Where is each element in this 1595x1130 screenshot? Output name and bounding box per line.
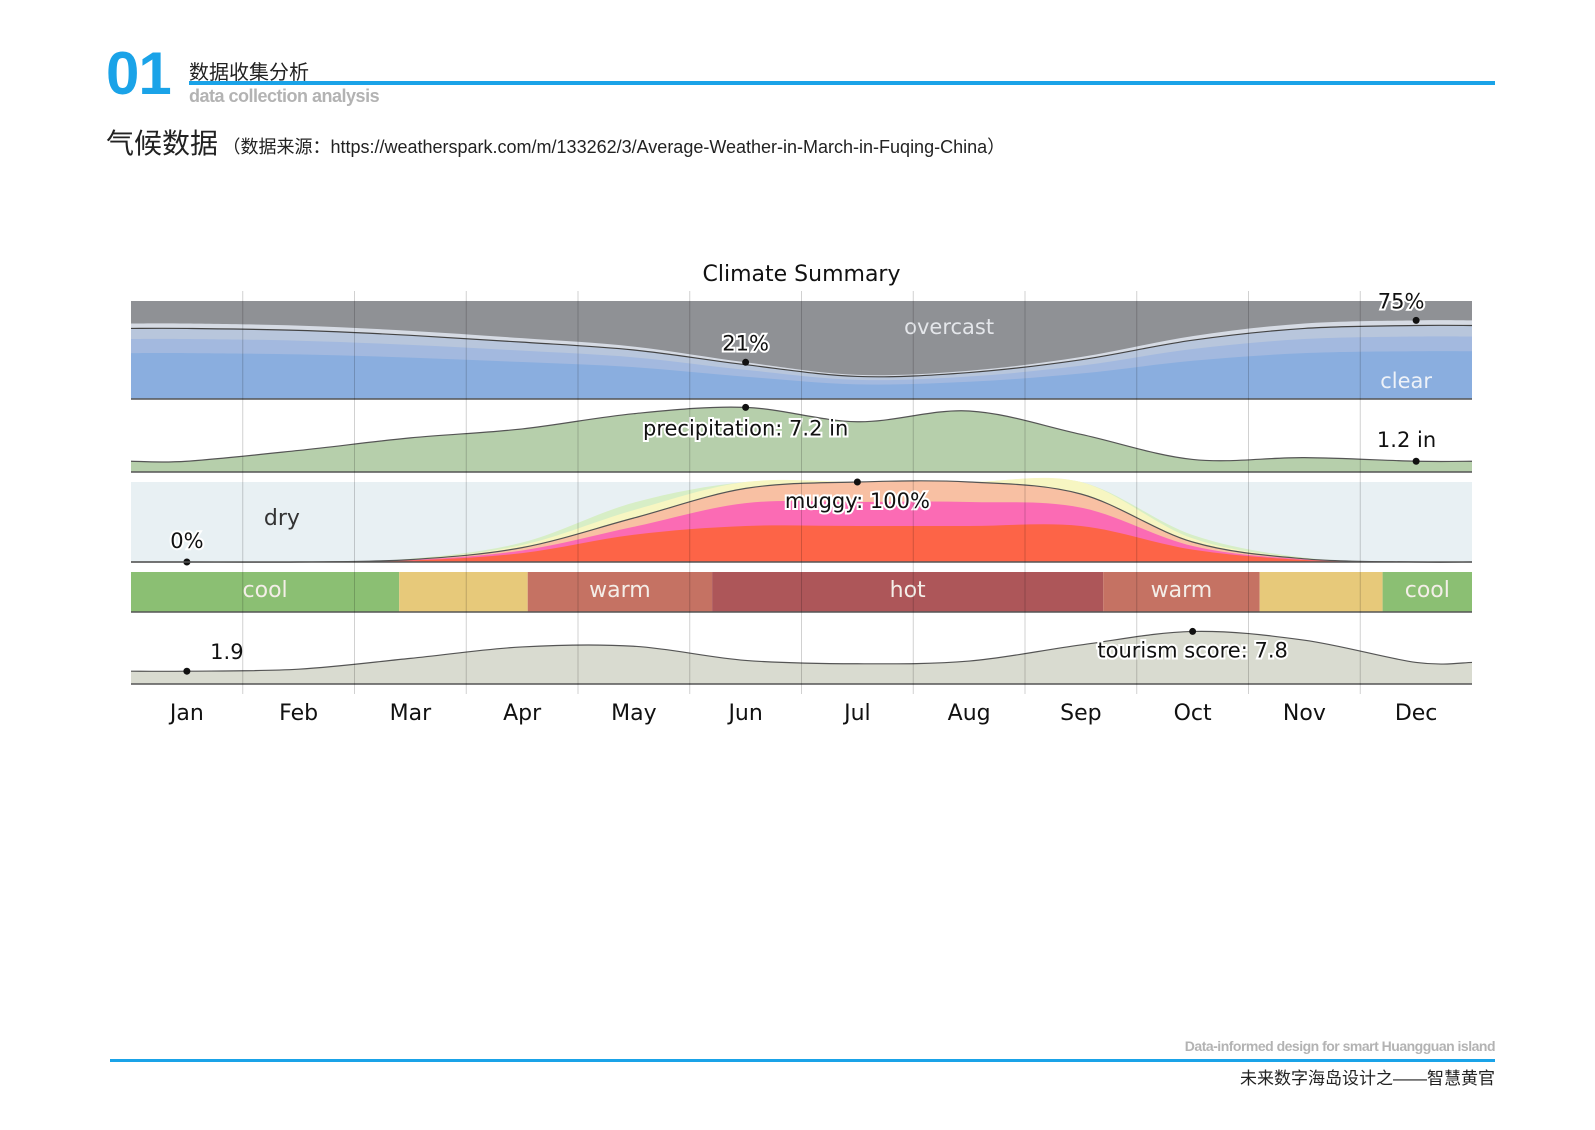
month-label-mar: Mar [390, 701, 432, 726]
precip-point-1 [1413, 458, 1420, 465]
chart-title: Climate Summary [703, 262, 901, 287]
month-label-nov: Nov [1283, 701, 1326, 726]
month-label-sep: Sep [1060, 701, 1101, 726]
temp-band-label-2: warm [589, 578, 651, 603]
tourism-annotation-1: tourism score: 7.8 [1097, 638, 1288, 662]
temp-band-label-3: hot [890, 578, 926, 603]
cloud-point-0 [742, 359, 749, 366]
month-label-dec: Dec [1395, 701, 1438, 726]
footer-rule [110, 1059, 1495, 1062]
muggy-annotation-0: muggy: 100% [785, 489, 930, 513]
cloud-point-1 [1413, 317, 1420, 324]
precip-point-0 [742, 404, 749, 411]
footer-title-en: Data-informed design for smart Huangguan… [1185, 1038, 1495, 1054]
overcast-label: overcast [904, 315, 994, 339]
month-label-apr: Apr [503, 701, 542, 726]
temp-band-label-0: cool [243, 578, 288, 603]
month-label-oct: Oct [1174, 701, 1212, 726]
precip-annotation-0: precipitation: 7.2 in [643, 416, 848, 440]
month-label-feb: Feb [279, 701, 318, 726]
month-label-jul: Jul [842, 701, 871, 726]
tourism-annotation-0: 1.9 [210, 640, 243, 664]
footer-title-cn: 未来数字海岛设计之——智慧黄官 [1240, 1064, 1495, 1089]
dry-label: dry [264, 506, 300, 531]
month-label-jun: Jun [726, 701, 762, 726]
tourism-point-1 [1189, 628, 1196, 635]
muggy-point-0 [854, 479, 861, 486]
month-label-may: May [611, 701, 656, 726]
temp-band-label-4: warm [1151, 578, 1213, 603]
temp-band-1 [399, 572, 528, 612]
cloud-annotation-0: 21% [722, 331, 769, 355]
clear-label: clear [1380, 369, 1432, 393]
temp-band-5 [1260, 572, 1383, 612]
temp-band-label-6: cool [1405, 578, 1450, 603]
cloud-annotation-1: 75% [1378, 289, 1425, 313]
muggy-annotation-1: 0% [170, 529, 203, 553]
month-label-aug: Aug [948, 701, 991, 726]
tourism-point-0 [183, 668, 190, 675]
precip-annotation-1: 1.2 in [1377, 428, 1436, 452]
month-label-jan: Jan [168, 701, 204, 726]
